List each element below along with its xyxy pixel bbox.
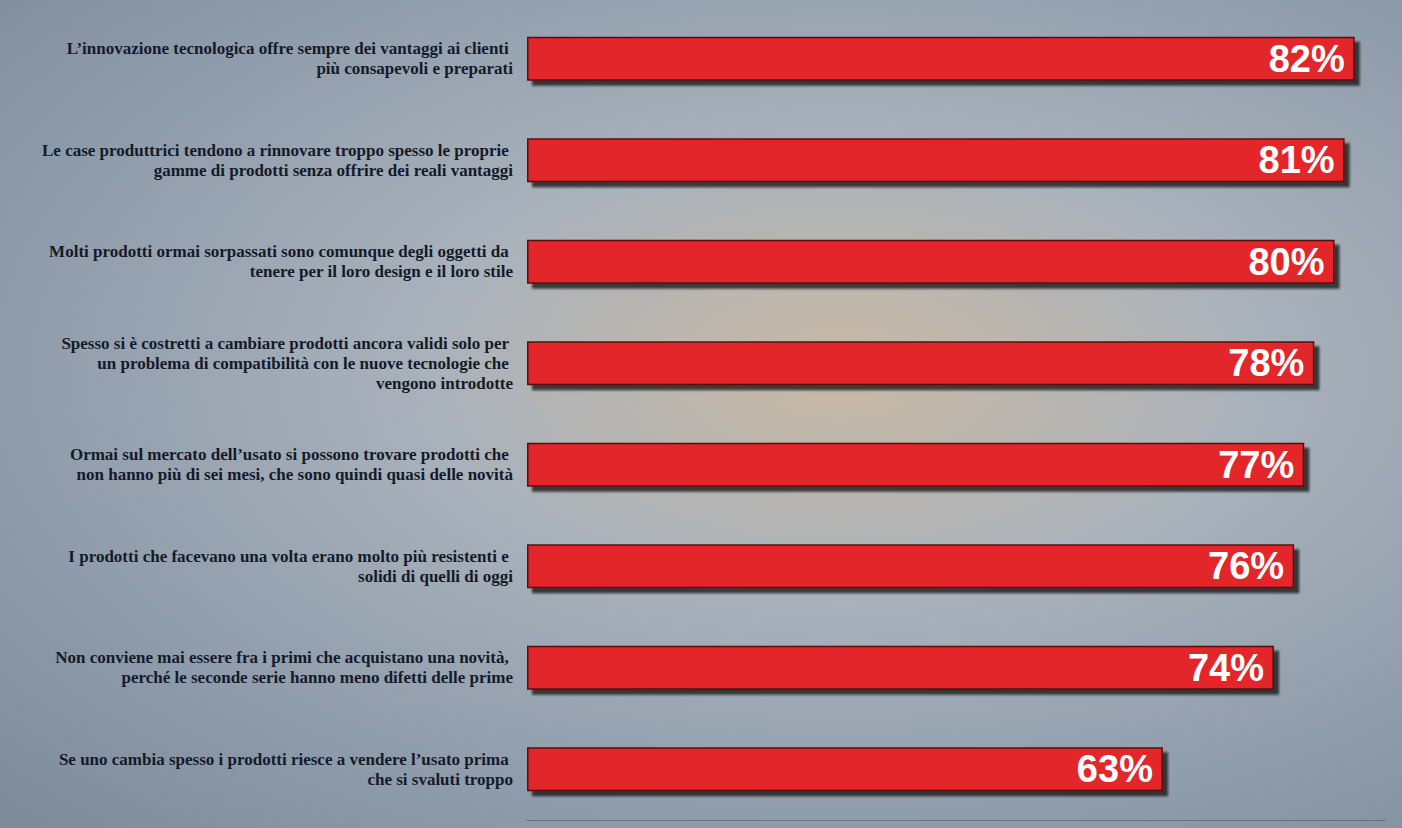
svg-text:Non conviene mai essere fra i: Non conviene mai essere fra i primi che …	[55, 648, 513, 667]
svg-text:Spesso si è costretti a cambia: Spesso si è costretti a cambiare prodott…	[61, 334, 513, 353]
svg-text:un problema di compatibilità c: un problema di compatibilità con le nuov…	[97, 354, 513, 373]
svg-text:L’innovazione tecnologica offr: L’innovazione tecnologica offre sempre d…	[67, 39, 513, 58]
svg-text:Molti prodotti ormai sorpassat: Molti prodotti ormai sorpassati sono com…	[49, 242, 513, 261]
svg-text:tenere per il loro design e il: tenere per il loro design e il loro stil…	[250, 262, 514, 281]
svg-text:82%: 82%	[1269, 38, 1345, 80]
svg-text:gamme di prodotti senza offrir: gamme di prodotti senza offrire dei real…	[154, 161, 514, 180]
svg-text:più consapevoli e preparati: più consapevoli e preparati	[316, 59, 513, 78]
svg-text:76%: 76%	[1208, 545, 1284, 587]
svg-text:Le case produttrici tendono a: Le case produttrici tendono a rinnovare …	[42, 141, 513, 160]
svg-text:Ormai sul mercato dell’usato s: Ormai sul mercato dell’usato si possono …	[70, 445, 513, 464]
svg-text:63%: 63%	[1077, 748, 1153, 790]
svg-text:vengono introdotte: vengono introdotte	[376, 374, 514, 393]
svg-text:78%: 78%	[1228, 342, 1304, 384]
svg-text:81%: 81%	[1259, 139, 1335, 181]
svg-text:80%: 80%	[1248, 241, 1324, 283]
svg-text:che si svaluti troppo: che si svaluti troppo	[367, 770, 513, 789]
svg-text:perché le seconde serie hanno: perché le seconde serie hanno meno difet…	[121, 668, 513, 687]
svg-text:non hanno più di sei mesi, che: non hanno più di sei mesi, che sono quin…	[77, 465, 514, 484]
svg-text:solidi di quelli di oggi: solidi di quelli di oggi	[358, 567, 513, 586]
svg-text:77%: 77%	[1218, 444, 1294, 486]
svg-text:I prodotti che facevano una vo: I prodotti che facevano una volta erano …	[68, 547, 513, 566]
svg-text:74%: 74%	[1188, 647, 1264, 689]
svg-text:Se uno cambia spesso i prodott: Se uno cambia spesso i prodotti riesce a…	[59, 750, 513, 769]
